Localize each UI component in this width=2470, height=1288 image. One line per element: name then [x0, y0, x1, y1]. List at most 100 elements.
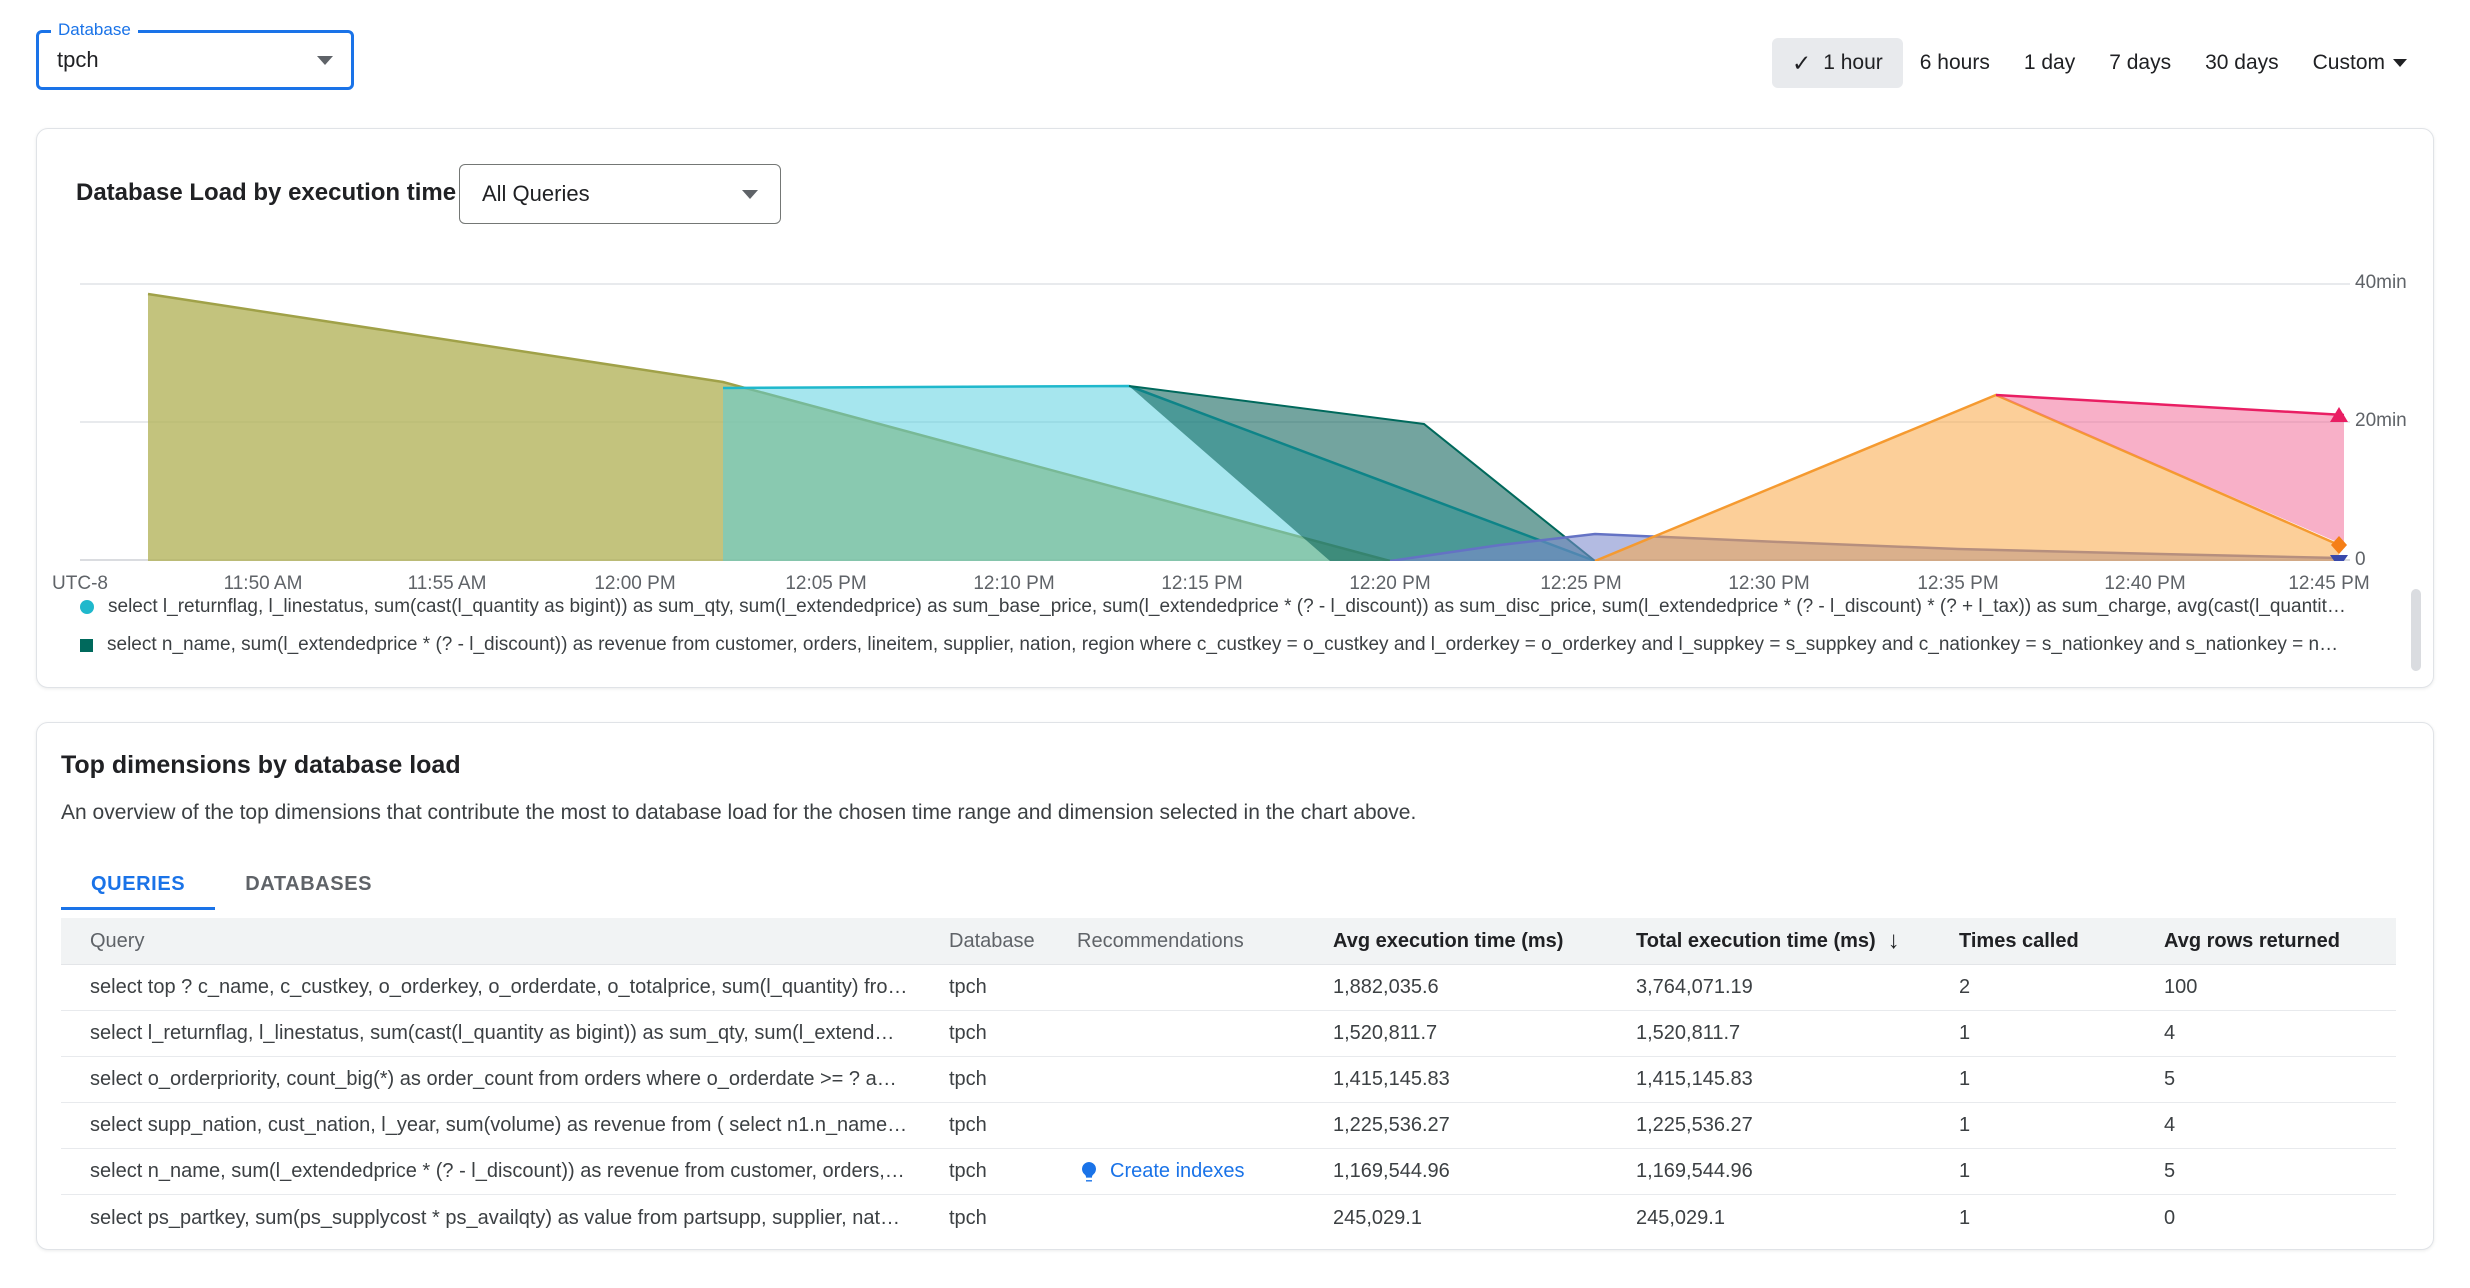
legend-item-query-2[interactable]: select n_name, sum(l_extendedprice * (? … [80, 631, 2400, 659]
blue-triangle-marker-icon [2330, 555, 2348, 561]
query-filter-value: All Queries [482, 181, 590, 206]
orange-diamond-marker-icon [2331, 536, 2347, 554]
time-range-1-hour[interactable]: ✓ 1 hour [1771, 38, 1903, 88]
query-cell[interactable]: select n_name, sum(l_extendedprice * (? … [90, 1160, 905, 1182]
times-called-cell: 1 [1959, 1022, 1971, 1044]
queries-table: Query Database Recommendations Avg execu… [61, 918, 2396, 1241]
avg-execution-time-cell: 1,520,811.7 [1333, 1022, 1438, 1044]
x-axis-tick: 12:40 PM [2104, 573, 2186, 594]
time-range-6-hours[interactable]: 6 hours [1903, 38, 2007, 88]
chart-title: Database Load by execution time [76, 179, 457, 206]
table-row[interactable]: select o_orderpriority, count_big(*) as … [61, 1057, 2396, 1103]
query-cell[interactable]: select l_returnflag, l_linestatus, sum(c… [90, 1022, 895, 1044]
x-axis-tick: 11:55 AM [407, 573, 487, 594]
avg-rows-returned-cell: 5 [2164, 1160, 2176, 1182]
total-execution-time-cell: 3,764,071.19 [1636, 976, 1753, 998]
times-called-cell: 1 [1959, 1160, 1971, 1182]
query-cell[interactable]: select ps_partkey, sum(ps_supplycost * p… [90, 1206, 901, 1229]
legend-circle-marker-icon [80, 600, 94, 614]
check-icon: ✓ [1791, 49, 1812, 76]
database-load-card: Database Load by execution time All Quer… [36, 128, 2434, 688]
recommendations-cell: Create indexes [1077, 1160, 1333, 1184]
time-range-label: 1 day [2023, 51, 2076, 74]
sort-descending-icon[interactable]: ↓ [1887, 927, 1900, 954]
x-axis-tick: 12:05 PM [785, 573, 867, 594]
column-header-label: Total execution time (ms) [1636, 929, 1876, 952]
column-header-avg-rows-returned[interactable]: Avg rows returned [2164, 929, 2340, 952]
database-cell: tpch [949, 1206, 987, 1229]
pink-triangle-marker-icon [2330, 407, 2348, 422]
table-row[interactable]: select supp_nation, cust_nation, l_year,… [61, 1103, 2396, 1149]
column-header-times-called[interactable]: Times called [1959, 929, 2079, 952]
x-axis-tick: 12:30 PM [1728, 573, 1810, 594]
avg-rows-returned-cell: 5 [2164, 1068, 2176, 1090]
avg-execution-time-cell: 1,225,536.27 [1333, 1114, 1450, 1136]
table-row[interactable]: select l_returnflag, l_linestatus, sum(c… [61, 1011, 2396, 1057]
database-cell: tpch [949, 1022, 987, 1044]
avg-execution-time-cell: 1,415,145.83 [1333, 1068, 1450, 1090]
query-cell[interactable]: select top ? c_name, c_custkey, o_orderk… [90, 976, 908, 998]
column-header-query[interactable]: Query [90, 929, 145, 952]
avg-execution-time-cell: 1,169,544.96 [1333, 1160, 1450, 1182]
time-range-7-days[interactable]: 7 days [2092, 38, 2188, 88]
database-select-value: tpch [57, 47, 99, 72]
avg-rows-returned-cell: 4 [2164, 1114, 2176, 1136]
series-line-darkteal [1128, 385, 1596, 561]
time-range-custom[interactable]: Custom [2296, 38, 2424, 88]
section-subtitle: An overview of the top dimensions that c… [61, 801, 1417, 824]
caret-down-icon [317, 55, 333, 65]
table-row[interactable]: select ps_partkey, sum(ps_supplycost * p… [61, 1195, 2396, 1241]
time-range-30-days[interactable]: 30 days [2188, 38, 2296, 88]
time-range-custom-label: Custom [2312, 51, 2385, 74]
time-range-label: 30 days [2205, 51, 2279, 74]
database-select[interactable]: Database tpch [36, 20, 354, 90]
y-axis-tick: 0 [2355, 549, 2366, 570]
column-header-database[interactable]: Database [949, 929, 1035, 952]
column-header-avg-execution-time[interactable]: Avg execution time (ms) [1333, 929, 1564, 952]
column-header-recommendations[interactable]: Recommendations [1077, 929, 1244, 952]
avg-execution-time-cell: 1,882,035.6 [1333, 976, 1439, 998]
table-row[interactable]: select top ? c_name, c_custkey, o_orderk… [61, 965, 2396, 1011]
legend-item-query-1[interactable]: select l_returnflag, l_linestatus, sum(c… [80, 593, 2400, 621]
load-chart-canvas[interactable] [80, 261, 2350, 561]
caret-down-icon [742, 189, 758, 199]
series-area-darkteal [1129, 386, 1595, 561]
avg-rows-returned-cell: 4 [2164, 1022, 2176, 1044]
time-range-selector: ✓ 1 hour 6 hours 1 day 7 days 30 days Cu… [1771, 38, 2424, 88]
total-execution-time-cell: 245,029.1 [1636, 1206, 1725, 1229]
total-execution-time-cell: 1,169,544.96 [1636, 1160, 1753, 1182]
legend-square-marker-icon [80, 638, 93, 652]
x-axis-tick: 12:15 PM [1161, 573, 1243, 594]
tab-queries[interactable]: QUERIES [61, 862, 216, 910]
legend-label: select l_returnflag, l_linestatus, sum(c… [108, 596, 2348, 617]
table-row[interactable]: select n_name, sum(l_extendedprice * (? … [61, 1149, 2396, 1195]
database-cell: tpch [949, 1114, 987, 1136]
x-axis-tick: 12:45 PM [2288, 573, 2370, 594]
time-range-1-day[interactable]: 1 day [2007, 38, 2092, 88]
legend-scrollbar[interactable] [2411, 589, 2421, 671]
avg-execution-time-cell: 245,029.1 [1333, 1206, 1422, 1229]
create-indexes-label: Create indexes [1110, 1160, 1245, 1182]
create-indexes-link[interactable]: Create indexes [1077, 1160, 1333, 1184]
section-title: Top dimensions by database load [61, 751, 461, 779]
times-called-cell: 1 [1959, 1114, 1971, 1136]
time-range-label: 6 hours [1919, 51, 1990, 74]
x-axis-tick: 12:35 PM [1917, 573, 1999, 594]
avg-rows-returned-cell: 0 [2164, 1206, 2176, 1229]
times-called-cell: 2 [1959, 976, 1971, 998]
caret-down-icon [2393, 59, 2407, 67]
y-axis-tick: 40min [2355, 272, 2407, 293]
dimension-tabs: QUERIES DATABASES [61, 862, 402, 910]
query-cell[interactable]: select supp_nation, cust_nation, l_year,… [90, 1114, 908, 1136]
times-called-cell: 1 [1959, 1206, 1971, 1229]
x-axis-tick: 12:00 PM [594, 573, 676, 594]
database-select-label: Database [51, 20, 138, 40]
column-header-total-execution-time[interactable]: Total execution time (ms) ↓ [1636, 929, 1959, 953]
tab-databases[interactable]: DATABASES [215, 862, 402, 910]
x-axis-tick: 12:10 PM [973, 573, 1055, 594]
query-cell[interactable]: select o_orderpriority, count_big(*) as … [90, 1068, 897, 1090]
query-filter-select[interactable]: All Queries [459, 164, 781, 224]
database-cell: tpch [949, 976, 987, 998]
series-area-orange [1595, 395, 2339, 561]
